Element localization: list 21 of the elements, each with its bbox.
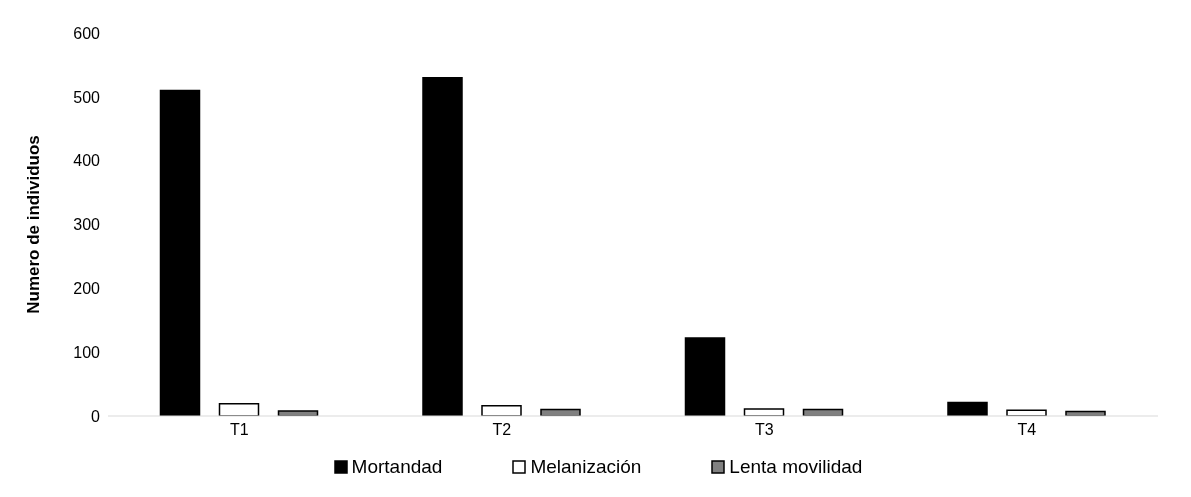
- y-tick-label: 400: [73, 152, 101, 170]
- x-tick-label: T2: [492, 421, 512, 439]
- x-tick-label: T4: [1017, 421, 1037, 439]
- bar: [159, 89, 201, 416]
- legend-label: Mortandad: [351, 456, 443, 478]
- x-tick-label: T3: [754, 421, 774, 439]
- y-tick-label: 0: [91, 407, 101, 425]
- y-tick-label: 500: [73, 88, 101, 106]
- legend-label: Lenta movilidad: [729, 456, 863, 478]
- y-tick-label: 300: [73, 216, 101, 234]
- y-tick-label: 200: [73, 280, 101, 298]
- y-axis-title: Numero de individuos: [24, 135, 44, 314]
- x-tick-label: T1: [229, 421, 249, 439]
- bar: [422, 76, 463, 416]
- bar: [684, 337, 726, 416]
- bar: [947, 401, 988, 416]
- bar: [481, 405, 522, 416]
- legend-label: Melanización: [530, 456, 642, 478]
- y-tick-label: 100: [73, 343, 101, 361]
- bar: [218, 403, 260, 416]
- y-tick-label: 600: [73, 24, 101, 42]
